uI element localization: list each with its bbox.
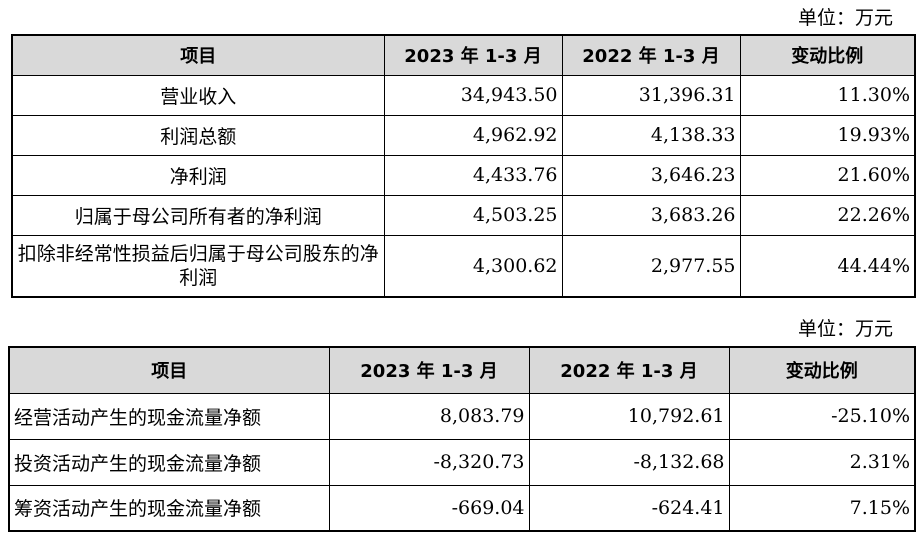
table-row: 净利润 4,433.76 3,646.23 21.60% (11, 154, 916, 196)
header-change: 变动比例 (728, 346, 916, 394)
cell-value: 34,943.50 (383, 74, 563, 116)
cell-value: 7.15% (728, 484, 916, 532)
unit-label-1: 单位：万元 (797, 7, 893, 29)
row-label: 营业收入 (11, 74, 385, 116)
header-2023: 2023 年 1-3 月 (328, 346, 530, 394)
cell-value: 4,138.33 (561, 114, 741, 156)
cell-value: 2,977.55 (561, 234, 741, 298)
table-row: 筹资活动产生的现金流量净额 -669.04 -624.41 7.15% (8, 484, 916, 532)
table-row: 营业收入 34,943.50 31,396.31 11.30% (11, 74, 916, 116)
header-item: 项目 (11, 34, 385, 76)
cell-value: 44.44% (739, 234, 916, 298)
table-header-row: 项目 2023 年 1-3 月 2022 年 1-3 月 变动比例 (11, 34, 916, 76)
row-label: 经营活动产生的现金流量净额 (8, 392, 330, 440)
table-header-row: 项目 2023 年 1-3 月 2022 年 1-3 月 变动比例 (8, 346, 916, 394)
cell-value: -25.10% (728, 392, 916, 440)
row-label: 利润总额 (11, 114, 385, 156)
table-row: 扣除非经常性损益后归属于母公司股东的净利润 4,300.62 2,977.55 … (11, 234, 916, 298)
cell-value: 8,083.79 (328, 392, 530, 440)
row-label: 净利润 (11, 154, 385, 196)
cell-value: 4,433.76 (383, 154, 563, 196)
cell-value: 11.30% (739, 74, 916, 116)
header-2023: 2023 年 1-3 月 (383, 34, 563, 76)
header-change: 变动比例 (739, 34, 916, 76)
row-label: 投资活动产生的现金流量净额 (8, 438, 330, 486)
cell-value: 10,792.61 (528, 392, 730, 440)
cell-value: 21.60% (739, 154, 916, 196)
cell-value: 19.93% (739, 114, 916, 156)
cell-value: 2.31% (728, 438, 916, 486)
cell-value: -8,320.73 (328, 438, 530, 486)
cell-value: 4,962.92 (383, 114, 563, 156)
header-2022: 2022 年 1-3 月 (528, 346, 730, 394)
cashflow-table: 项目 2023 年 1-3 月 2022 年 1-3 月 变动比例 经营活动产生… (8, 346, 916, 532)
row-label: 扣除非经常性损益后归属于母公司股东的净利润 (11, 234, 385, 298)
header-2022: 2022 年 1-3 月 (561, 34, 741, 76)
cell-value: 3,683.26 (561, 194, 741, 236)
table-row: 投资活动产生的现金流量净额 -8,320.73 -8,132.68 2.31% (8, 438, 916, 486)
table-row: 利润总额 4,962.92 4,138.33 19.93% (11, 114, 916, 156)
table-row: 经营活动产生的现金流量净额 8,083.79 10,792.61 -25.10% (8, 392, 916, 440)
cell-value: -624.41 (528, 484, 730, 532)
header-item: 项目 (8, 346, 330, 394)
cell-value: -8,132.68 (528, 438, 730, 486)
cell-value: 22.26% (739, 194, 916, 236)
cell-value: 4,503.25 (383, 194, 563, 236)
table-row: 归属于母公司所有者的净利润 4,503.25 3,683.26 22.26% (11, 194, 916, 236)
unit-label-2: 单位：万元 (797, 318, 893, 340)
cell-value: 31,396.31 (561, 74, 741, 116)
income-table: 项目 2023 年 1-3 月 2022 年 1-3 月 变动比例 营业收入 3… (11, 34, 916, 298)
cell-value: 4,300.62 (383, 234, 563, 298)
cell-value: 3,646.23 (561, 154, 741, 196)
row-label: 归属于母公司所有者的净利润 (11, 194, 385, 236)
cell-value: -669.04 (328, 484, 530, 532)
row-label: 筹资活动产生的现金流量净额 (8, 484, 330, 532)
